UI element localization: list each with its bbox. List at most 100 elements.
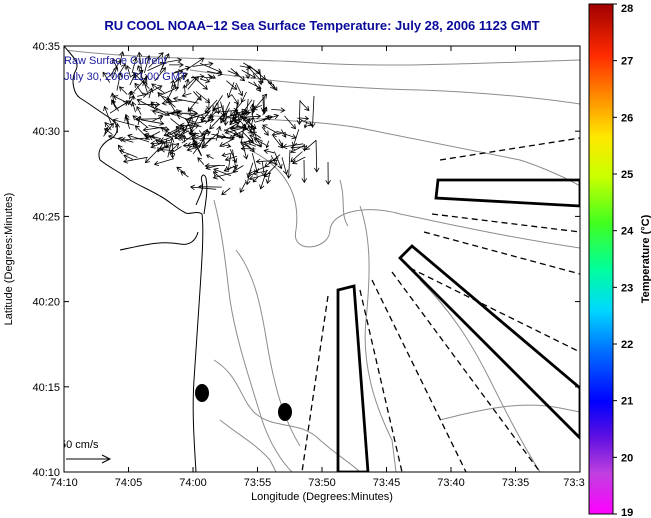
station-marker [278, 403, 292, 421]
current-vector [112, 118, 135, 126]
current-vector [136, 105, 142, 115]
radar-sector-upper [434, 178, 580, 208]
current-vector [221, 187, 231, 196]
current-vector [299, 100, 310, 112]
current-vector [272, 83, 278, 91]
current-vector [223, 122, 240, 132]
current-vector [136, 115, 142, 126]
bathymetry-contour [149, 109, 580, 187]
current-vector [162, 95, 171, 101]
current-vector [103, 122, 114, 137]
colorbar-tick-label: 20 [621, 452, 633, 464]
current-vector [102, 71, 111, 83]
current-vector [134, 82, 144, 96]
radial-line [431, 213, 580, 233]
y-tick-label: 40:35 [32, 41, 60, 53]
colorbar-tick-label: 24 [621, 226, 634, 238]
current-vector [262, 106, 268, 116]
current-vector [211, 133, 227, 139]
current-vector [151, 109, 164, 115]
current-vector [114, 122, 120, 133]
current-vector [178, 127, 188, 138]
current-vector [213, 167, 232, 177]
current-vector [296, 99, 303, 126]
current-vector [242, 118, 251, 129]
current-vector [226, 82, 235, 99]
current-vector [221, 152, 231, 158]
current-vector [247, 140, 262, 148]
current-vector [144, 131, 161, 140]
current-vector [144, 147, 161, 164]
overlay-line-1: Raw Surface Current [64, 55, 167, 67]
current-vector [240, 145, 256, 152]
current-vector [284, 115, 297, 130]
current-vector [165, 143, 175, 149]
current-vector [132, 115, 149, 129]
current-vector [198, 184, 222, 190]
current-vector [280, 129, 287, 138]
bathymetry-contour [419, 279, 541, 472]
current-vector [219, 140, 231, 147]
y-tick-label: 40:20 [32, 297, 60, 309]
current-vector [265, 140, 270, 149]
bathymetry-contour [64, 49, 580, 66]
current-vector [241, 69, 257, 79]
current-vector [232, 108, 247, 116]
current-vector [235, 82, 243, 97]
current-vector [140, 119, 165, 126]
overlay-line-2: July 30, 2006 11:00 GMT [64, 71, 187, 83]
current-vector [130, 90, 136, 100]
current-vector [232, 149, 238, 170]
y-tick-label: 40:10 [32, 467, 60, 479]
current-vector [189, 115, 199, 133]
bathymetry-contour [339, 179, 349, 227]
colorbar-label: Temperature (°C) [640, 214, 651, 303]
current-vector [301, 159, 308, 184]
current-vector [169, 142, 176, 159]
current-vector [123, 154, 134, 160]
current-vector [124, 113, 130, 124]
current-vector [192, 61, 214, 67]
current-vector [201, 137, 212, 149]
current-vector [243, 140, 257, 147]
y-axis-label: Latitude (Degrees:Minutes) [3, 193, 15, 326]
current-vector [271, 131, 286, 137]
current-vector [172, 69, 184, 75]
current-vector [112, 95, 135, 107]
bay-shoreline [119, 231, 199, 251]
current-vector [169, 62, 184, 68]
chart-title: RU COOL NOAA–12 Sea Surface Temperature:… [104, 18, 539, 33]
current-vector [252, 93, 268, 112]
current-vector [286, 149, 292, 179]
colorbar-tick-label: 21 [621, 396, 633, 408]
radial-line [423, 231, 580, 275]
current-vector [168, 142, 180, 154]
current-vector [207, 73, 216, 79]
bathymetry-contour [219, 419, 277, 472]
current-vector [215, 125, 222, 141]
colorbar-tick-label: 23 [621, 282, 633, 294]
y-tick-label: 40:30 [32, 126, 60, 138]
colorbar-gradient [588, 3, 614, 515]
colorbar-tick-label: 28 [621, 3, 633, 15]
current-vector [177, 123, 200, 133]
current-vector [222, 143, 232, 149]
current-vector [226, 153, 232, 172]
colorbar-tick-label: 27 [621, 56, 633, 68]
x-tick-label: 73:35 [502, 477, 530, 489]
current-vector [159, 109, 182, 116]
current-vector [159, 57, 183, 64]
current-vector [148, 125, 170, 132]
current-vector [325, 161, 331, 185]
current-vector [188, 114, 206, 121]
scale-label: 50 cm/s [60, 439, 99, 451]
current-vector [211, 106, 222, 112]
current-vector [117, 136, 134, 143]
current-vector [131, 101, 137, 113]
current-vector [167, 137, 175, 158]
current-vector [148, 52, 164, 68]
current-vector [127, 90, 133, 100]
current-vector [136, 51, 143, 73]
current-vector [214, 107, 239, 114]
